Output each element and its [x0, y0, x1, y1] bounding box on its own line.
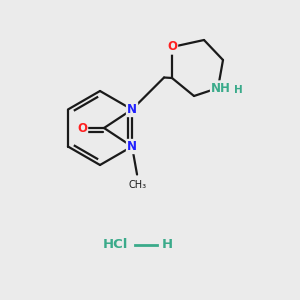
Text: N: N [127, 103, 137, 116]
Text: H: H [234, 85, 242, 95]
Text: N: N [127, 140, 137, 153]
Text: NH: NH [211, 82, 231, 94]
Text: O: O [167, 40, 177, 53]
Text: H: H [161, 238, 172, 251]
Text: HCl: HCl [102, 238, 128, 251]
Text: CH₃: CH₃ [129, 179, 147, 190]
Text: O: O [77, 122, 87, 134]
